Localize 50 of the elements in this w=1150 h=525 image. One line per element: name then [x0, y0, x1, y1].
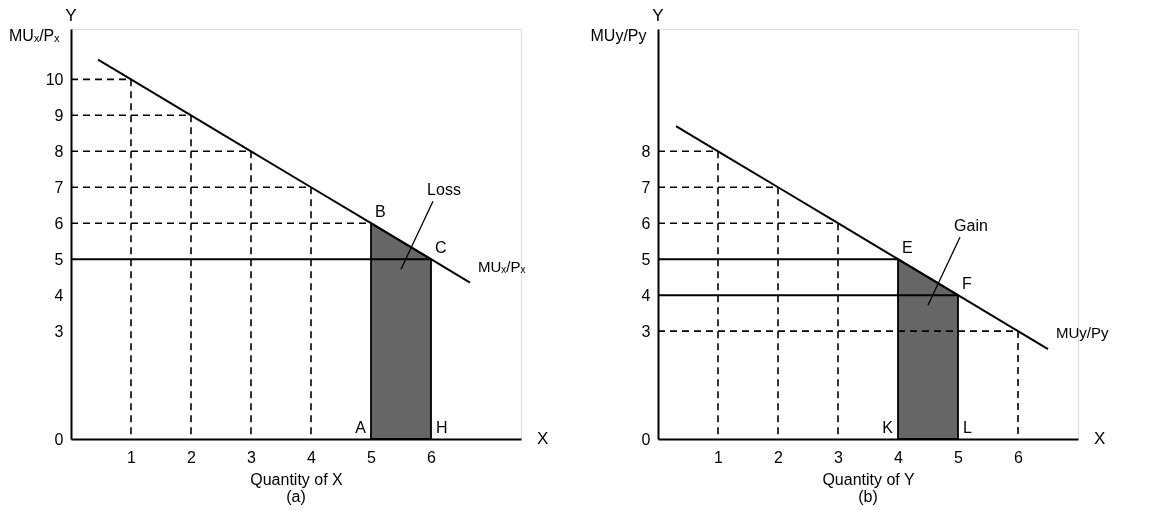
y-tick-label: 5: [54, 250, 64, 268]
annotation: F: [962, 275, 972, 293]
text: (b): [858, 488, 878, 505]
x-tick-label: 6: [1014, 448, 1024, 466]
x-axis-title: Quantity of Y: [822, 470, 915, 488]
text: X: [537, 429, 549, 448]
annotation: Gain: [954, 217, 988, 235]
y-tick-label: 8: [641, 142, 651, 160]
y-tick-label: 7: [641, 178, 651, 196]
y-tick-label: 9: [54, 106, 64, 124]
text: Y: [65, 6, 77, 25]
y-tick-label: 3: [54, 322, 64, 340]
x-tick-label: 4: [307, 448, 317, 466]
annotation: K: [882, 419, 894, 436]
x-tick-label: 2: [774, 448, 784, 466]
x-axis-title: Quantity of X: [250, 470, 344, 488]
y-tick-label: 4: [54, 286, 64, 304]
y-tick-label: 6: [641, 214, 651, 232]
y-axis-title: MUy/Py: [590, 26, 647, 44]
y-tick-label: 0: [54, 430, 64, 448]
x-tick-label: 1: [127, 448, 137, 466]
y-tick-label: 7: [54, 178, 64, 196]
x-tick-label: 4: [894, 448, 904, 466]
text: Y: [652, 6, 664, 25]
annotation: Loss: [427, 181, 461, 199]
y-tick-label: 6: [54, 214, 64, 232]
x-tick-label: 6: [427, 448, 437, 466]
y-tick-label: 8: [54, 142, 64, 160]
x-tick-label: 3: [247, 448, 257, 466]
x-tick-label: 2: [187, 448, 197, 466]
x-tick-label: 1: [714, 448, 724, 466]
y-tick-label: 4: [641, 286, 651, 304]
annotation: A: [355, 419, 367, 436]
text: X: [1094, 429, 1106, 448]
y-axis-title: MUₓ/Pₓ: [9, 26, 61, 44]
text: (a): [286, 488, 306, 505]
series-label: MUy/Py: [1056, 324, 1109, 342]
annotation: H: [436, 419, 448, 436]
annotation: E: [902, 239, 913, 257]
annotation: L: [963, 419, 972, 436]
y-tick-label: 5: [641, 250, 651, 268]
y-tick-label: 0: [641, 430, 651, 448]
annotation: C: [435, 239, 447, 257]
series-label: MUₓ/Pₓ: [478, 257, 526, 275]
x-tick-label: 5: [367, 448, 377, 466]
y-tick-label: 10: [45, 70, 64, 88]
y-tick-label: 3: [641, 322, 651, 340]
annotation: B: [375, 203, 386, 221]
x-tick-label: 3: [834, 448, 844, 466]
x-tick-label: 5: [954, 448, 964, 466]
